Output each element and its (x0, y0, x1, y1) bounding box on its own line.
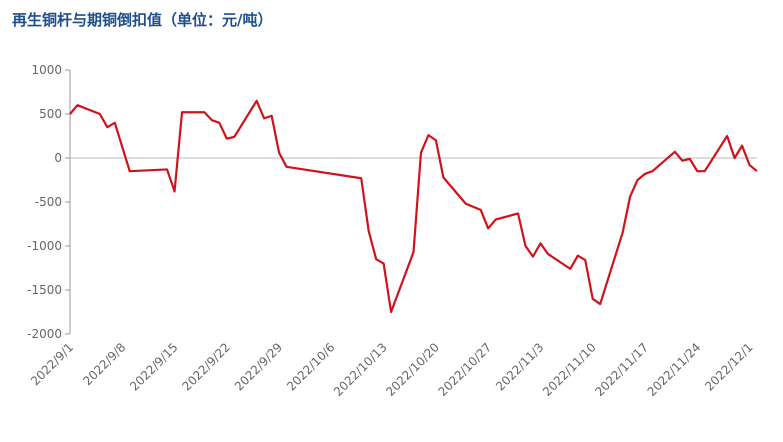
x-tick-label: 2022/9/15 (127, 340, 180, 393)
y-tick-label: 500 (39, 107, 62, 121)
y-tick-label: 0 (54, 151, 62, 165)
x-tick-label: 2022/9/22 (180, 340, 233, 393)
y-tick-label: -1500 (27, 283, 62, 297)
x-tick-label: 2022/10/6 (284, 340, 337, 393)
y-tick-label: 1000 (31, 63, 62, 77)
x-tick-label: 2022/11/24 (645, 340, 704, 399)
x-tick-label: 2022/11/3 (493, 340, 546, 393)
chart-title: 再生铜杆与期铜倒扣值（单位：元/吨） (12, 11, 272, 29)
x-tick-label: 2022/9/8 (80, 340, 128, 388)
x-tick-label: 2022/10/20 (383, 340, 442, 399)
x-tick-label: 2022/9/29 (232, 340, 285, 393)
y-tick-label: -500 (35, 195, 62, 209)
y-tick-label: -2000 (27, 327, 62, 341)
y-tick-label: -1000 (27, 239, 62, 253)
x-tick-label: 2022/10/13 (331, 340, 390, 399)
data-line (69, 99, 758, 314)
x-tick-label: 2022/10/27 (435, 340, 494, 399)
x-tick-label: 2022/11/10 (540, 340, 599, 399)
x-tick-label: 2022/11/17 (592, 340, 651, 399)
x-tick-label: 2022/12/1 (702, 340, 755, 393)
x-tick-label: 2022/9/1 (28, 340, 76, 388)
